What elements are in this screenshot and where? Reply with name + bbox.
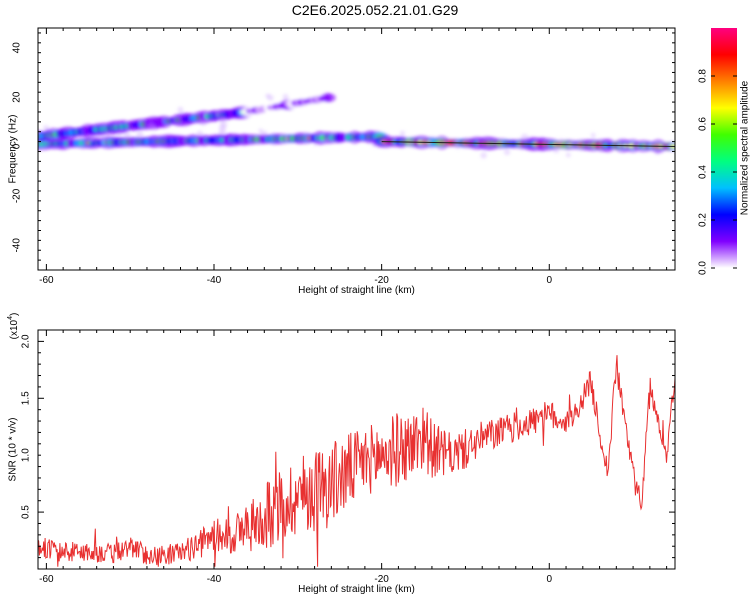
x-tick-label: -40 [207, 574, 222, 585]
heatmap-cell [177, 106, 184, 113]
heatmap-cell [265, 93, 271, 99]
heatmap-cell [282, 93, 289, 100]
heatmap-cell [196, 130, 203, 137]
x-tick-label: -20 [374, 574, 389, 585]
heatmap-cell [503, 149, 511, 156]
heatmap-ridge-line [381, 141, 675, 148]
colorbar-gradient [711, 28, 737, 268]
heatmap-cell [260, 130, 268, 138]
colorbar-label: Normalized spectral amplitude [740, 80, 750, 215]
heatmap-cell [220, 121, 228, 129]
x-axis-label: Height of straight line (km) [298, 285, 415, 296]
heatmap-cell [480, 152, 487, 159]
heatmap-panel: -60 -40 -20 0 -40 -20 0 20 40 Height of straight … [8, 27, 676, 296]
colorbar-tick-label: 0.2 [698, 213, 709, 227]
heatmap-cell [557, 138, 565, 146]
y-axis-label: SNR (10 * v/v) [8, 418, 19, 482]
x-tick-label: 0 [546, 574, 552, 585]
x-tick-label: -20 [374, 275, 389, 286]
x-tick-label: -60 [39, 275, 54, 286]
heatmap-cell [399, 130, 406, 136]
heatmap-cell [123, 131, 131, 139]
y-multiplier-label: (x104) [7, 313, 20, 340]
y-tick-label: 1.5 [21, 391, 32, 405]
heatmap-plot-frame [37, 27, 676, 271]
heatmap-cell [552, 146, 560, 154]
heatmap-cell [520, 133, 529, 142]
x-axis-label: Height of straight line (km) [298, 584, 415, 595]
colorbar-tick-label: 0.8 [698, 69, 709, 83]
y-axis-label: Frequency (Hz) [8, 115, 19, 184]
y-tick-label: 40 [12, 42, 23, 54]
colorbar-tick-label: 0.4 [698, 165, 709, 179]
y-tick-label: 1.0 [21, 448, 32, 462]
heatmap-cell [117, 131, 122, 137]
y-tick-label: -20 [12, 188, 23, 203]
x-tick-label: -60 [39, 574, 54, 585]
y-tick-label: -40 [12, 238, 23, 253]
snr-plot-frame [37, 329, 676, 570]
snr-series-line [38, 355, 675, 567]
y-tick-label: 0 [12, 143, 23, 149]
heatmap-cell [323, 137, 330, 144]
x-tick-label: -40 [207, 275, 222, 286]
colorbar: 0.0 0.2 0.4 0.6 0.8 Normalized spectral ampli… [698, 28, 750, 275]
y-tick-label: 0.5 [21, 505, 32, 519]
y-tick-label: 2.0 [21, 334, 32, 348]
heatmap-cell [407, 140, 414, 148]
heatmap-cell [218, 116, 225, 123]
heatmap-cells [38, 93, 675, 159]
figure-title: C2E6.2025.052.21.01.G29 [291, 2, 459, 18]
heatmap-cell [590, 132, 596, 138]
colorbar-tick-label: 0.0 [698, 261, 709, 275]
colorbar-tick-label: 0.6 [698, 117, 709, 131]
x-tick-label: 0 [546, 275, 552, 286]
snr-panel: -60 -40 -20 0 0.5 1.0 1.5 2.0 Height of straight… [7, 313, 676, 595]
heatmap-cell [323, 93, 333, 102]
heatmap-cell [565, 152, 571, 158]
y-tick-label: 20 [12, 91, 23, 103]
heatmap-cell [89, 137, 94, 143]
heatmap-cell [214, 111, 221, 117]
heatmap-cell [136, 131, 144, 139]
heatmap-cell [147, 122, 155, 130]
